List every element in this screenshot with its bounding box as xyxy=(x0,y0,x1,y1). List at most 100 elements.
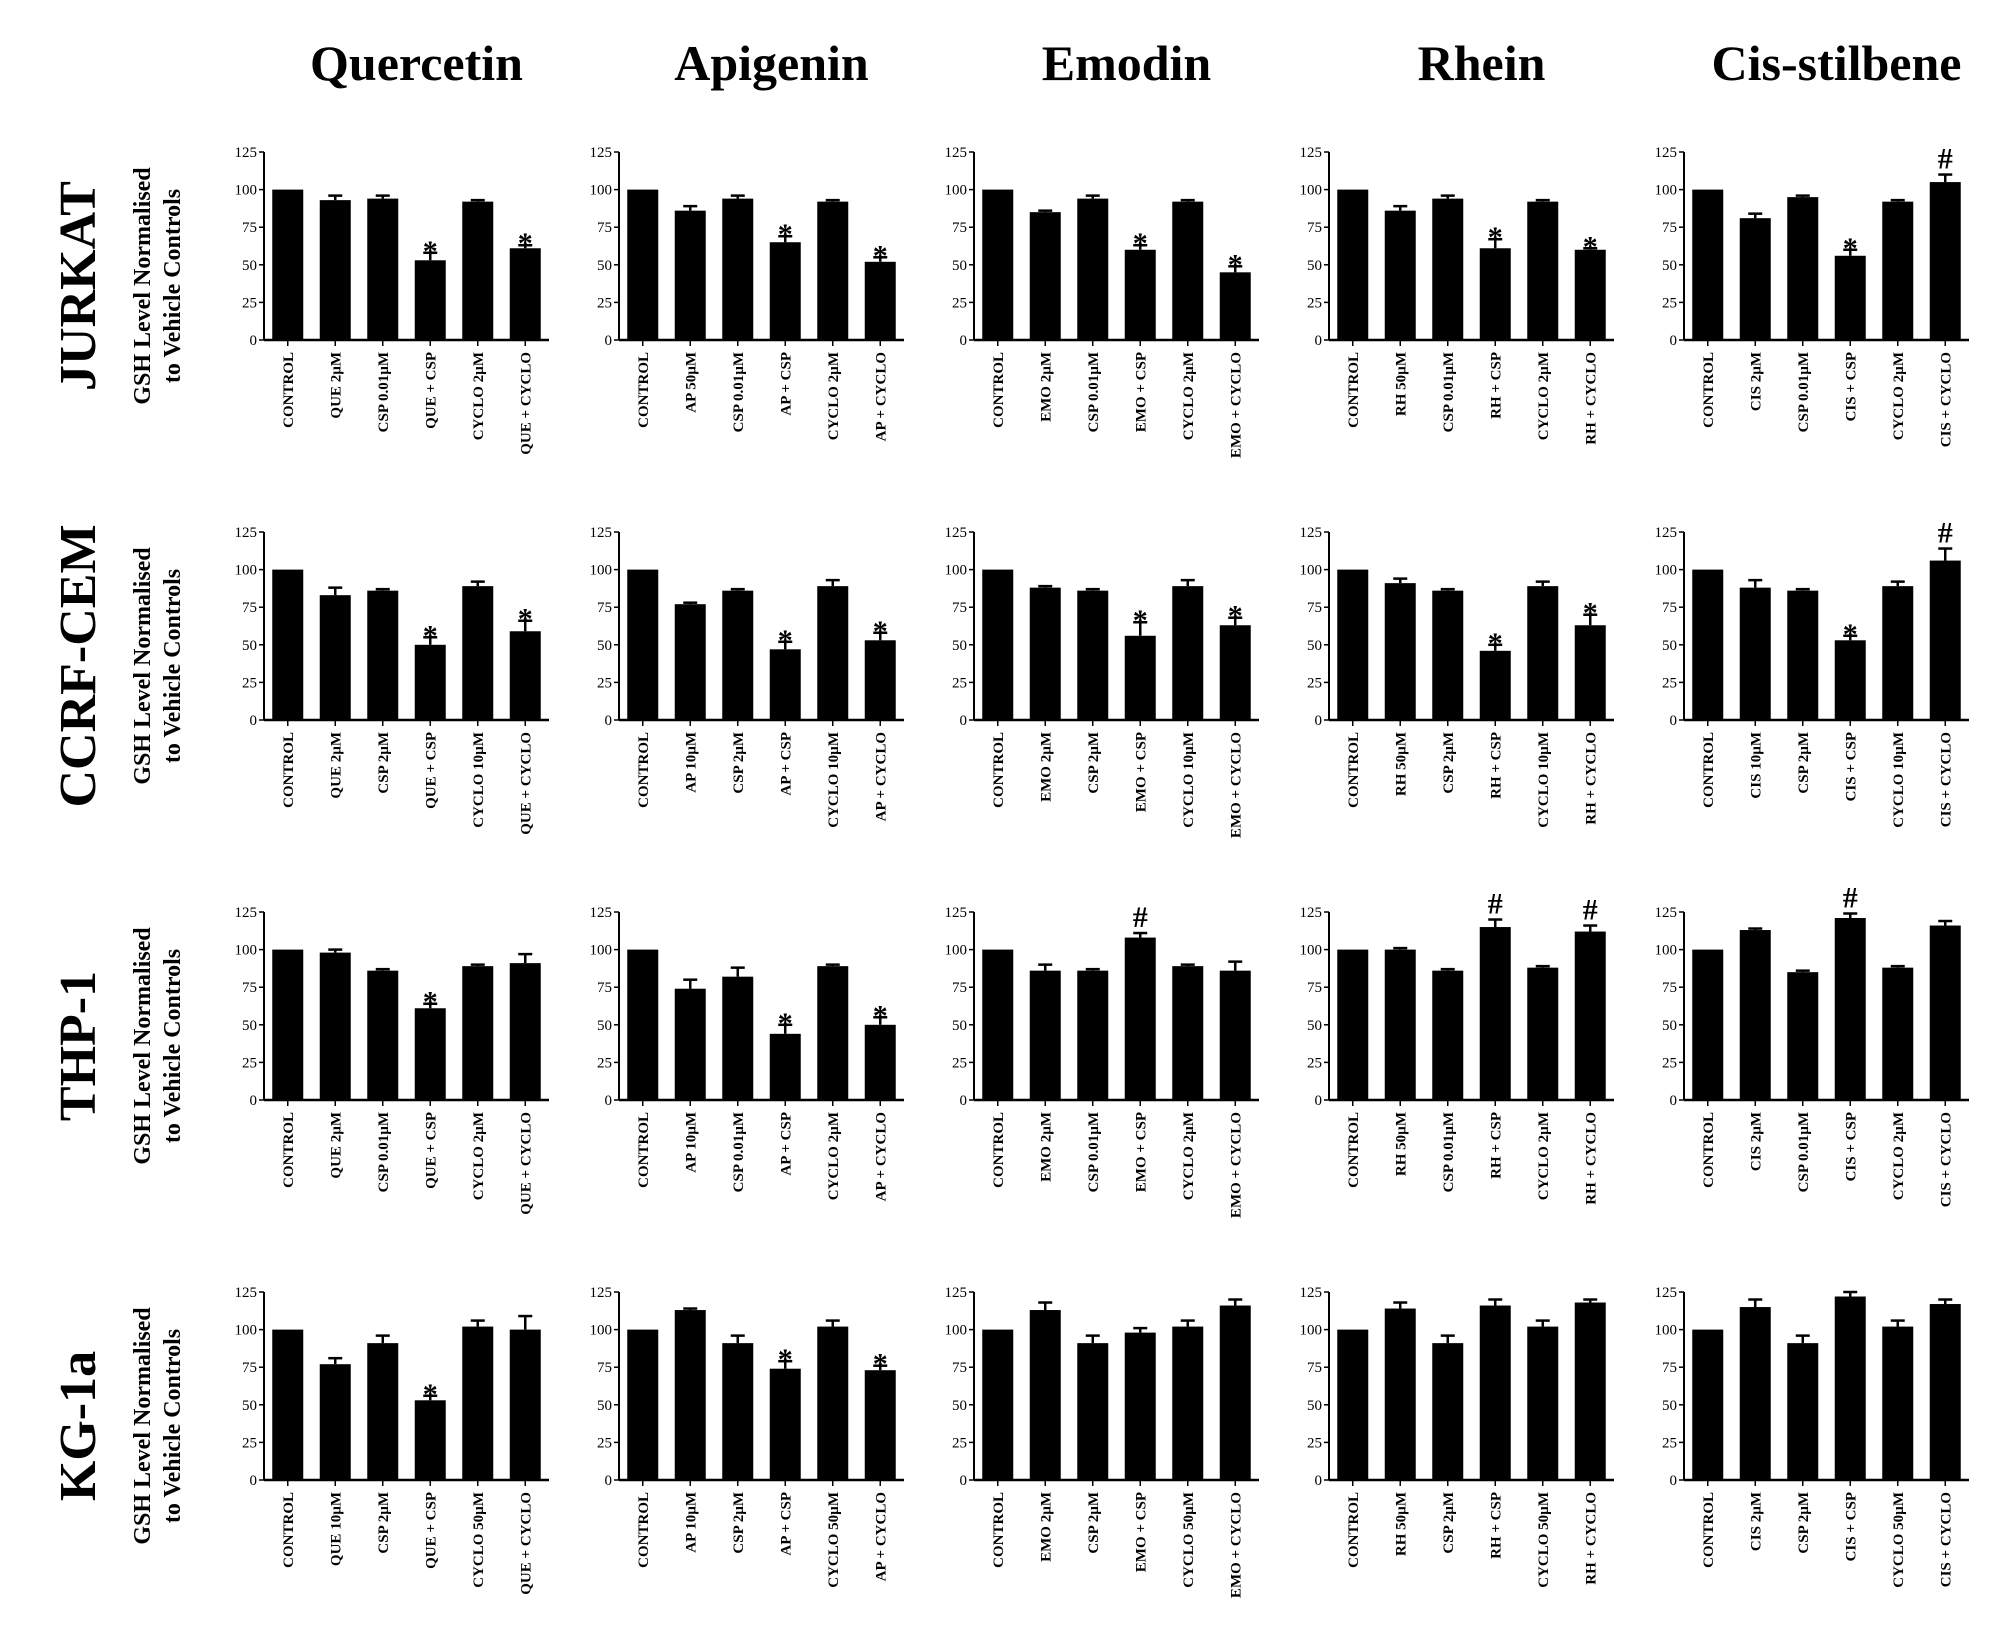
bar xyxy=(769,649,801,720)
x-tick-label: CIS + CSP xyxy=(1843,1112,1859,1181)
x-tick-label: AP + CYCLO xyxy=(873,1492,889,1581)
y-tick-label: 0 xyxy=(1670,1473,1678,1489)
x-tick-label: CSP 2µM xyxy=(376,732,392,794)
x-tick-label: CONTROL xyxy=(1346,1112,1362,1188)
bar xyxy=(1479,927,1511,1100)
significance-hash: # xyxy=(1938,143,1953,176)
chart-panel: 0 25 50 75 100 125 CONTROL AP 10µM CSP 2µM * AP + … xyxy=(590,525,904,828)
x-tick-label: EMO + CYCLO xyxy=(1228,1112,1244,1218)
x-tick-label: QUE + CSP xyxy=(423,352,439,429)
column-title: Apigenin xyxy=(674,35,869,91)
x-tick-label: CYCLO 10µM xyxy=(1536,732,1552,828)
bar xyxy=(1124,635,1156,720)
y-tick-label: 125 xyxy=(945,1285,968,1301)
x-tick-label: CYCLO 2µM xyxy=(1891,1112,1907,1200)
x-tick-label: CYCLO 10µM xyxy=(471,732,487,828)
x-tick-label: QUE + CSP xyxy=(423,1492,439,1569)
bar xyxy=(1787,972,1819,1100)
y-tick-label: 100 xyxy=(590,183,613,199)
x-tick-label: CYCLO 50µM xyxy=(1181,1492,1197,1588)
bar xyxy=(1479,1305,1511,1480)
x-tick-label: CONTROL xyxy=(991,732,1007,808)
y-tick-label: 125 xyxy=(1300,525,1323,541)
y-axis-label-line: to Vehicle Controls xyxy=(160,949,186,1143)
bar xyxy=(1882,1326,1914,1480)
significance-hash: # xyxy=(1133,901,1148,934)
x-tick-label: EMO + CSP xyxy=(1133,352,1149,432)
y-tick-label: 75 xyxy=(242,980,257,996)
y-tick-label: 0 xyxy=(605,713,613,729)
y-tick-label: 100 xyxy=(590,563,613,579)
y-tick-label: 125 xyxy=(590,905,613,921)
x-tick-label: CIS 2µM xyxy=(1748,352,1764,411)
x-tick-label: CSP 2µM xyxy=(731,732,747,794)
y-tick-label: 100 xyxy=(1655,1323,1678,1339)
row-title: KG-1a xyxy=(50,1351,107,1501)
bar xyxy=(414,1008,446,1100)
bar xyxy=(1219,272,1251,340)
y-tick-label: 75 xyxy=(1662,600,1677,616)
bar xyxy=(864,1370,896,1480)
bar xyxy=(864,640,896,720)
x-tick-label: CONTROL xyxy=(636,732,652,808)
bar xyxy=(1929,1304,1961,1480)
x-tick-label: CSP 0.01µM xyxy=(731,352,747,432)
column-title: Rhein xyxy=(1418,35,1546,91)
y-tick-label: 100 xyxy=(235,943,258,959)
x-tick-label: CSP 2µM xyxy=(1086,732,1102,794)
y-tick-label: 125 xyxy=(590,145,613,161)
y-tick-label: 50 xyxy=(597,258,612,274)
bar xyxy=(1172,1326,1204,1480)
x-tick-label: QUE 2µM xyxy=(328,352,344,419)
bar xyxy=(1077,1343,1109,1480)
y-tick-label: 0 xyxy=(1315,333,1323,349)
y-tick-label: 0 xyxy=(1315,1093,1323,1109)
column-title: Emodin xyxy=(1042,35,1212,91)
bar xyxy=(1692,949,1724,1100)
bar xyxy=(722,976,754,1100)
x-tick-label: CIS + CSP xyxy=(1843,352,1859,421)
y-tick-label: 0 xyxy=(250,713,258,729)
y-tick-label: 75 xyxy=(597,220,612,236)
chart-panel: 0 25 50 75 100 125 CONTROL CIS 2µM CSP 0.01µM # CI… xyxy=(1655,882,1969,1207)
bar xyxy=(509,1329,541,1480)
bar xyxy=(1787,1343,1819,1480)
bar xyxy=(319,952,351,1100)
bar xyxy=(982,1329,1014,1480)
y-tick-label: 125 xyxy=(235,1285,258,1301)
bar xyxy=(627,949,659,1100)
significance-asterisk: * xyxy=(873,1348,888,1381)
x-tick-label: CSP 2µM xyxy=(1086,1492,1102,1554)
bar xyxy=(1739,1307,1771,1480)
x-tick-label: CSP 0.01µM xyxy=(1796,1112,1812,1192)
significance-asterisk: * xyxy=(1133,604,1148,637)
x-tick-label: AP + CYCLO xyxy=(873,1112,889,1201)
y-tick-label: 50 xyxy=(1662,258,1677,274)
bar xyxy=(1337,569,1369,720)
x-tick-label: CSP 2µM xyxy=(731,1492,747,1554)
bar xyxy=(319,200,351,340)
x-tick-label: RH + CYCLO xyxy=(1583,732,1599,825)
bar xyxy=(1219,970,1251,1100)
bar xyxy=(627,1329,659,1480)
x-tick-label: CYCLO 50µM xyxy=(1536,1492,1552,1588)
significance-asterisk: * xyxy=(423,235,438,268)
y-tick-label: 25 xyxy=(952,1435,967,1451)
chart-panel: 0 25 50 75 100 125 CONTROL CIS 2µM CSP 2µM CIS + … xyxy=(1655,1285,1969,1588)
x-tick-label: QUE + CYCLO xyxy=(518,1112,534,1215)
chart-panel: 0 25 50 75 100 125 CONTROL RH 50µM CSP 2µM RH + C… xyxy=(1300,1285,1614,1588)
y-tick-label: 25 xyxy=(952,675,967,691)
y-tick-label: 75 xyxy=(597,1360,612,1376)
y-tick-label: 75 xyxy=(1307,220,1322,236)
x-tick-label: CYCLO 2µM xyxy=(826,1112,842,1200)
x-tick-label: AP + CSP xyxy=(778,732,794,796)
bar xyxy=(1739,218,1771,340)
x-tick-label: CYCLO 2µM xyxy=(1536,352,1552,440)
bar xyxy=(817,1326,849,1480)
y-tick-label: 50 xyxy=(1307,1398,1322,1414)
bar xyxy=(1124,1332,1156,1480)
bar xyxy=(674,988,706,1100)
x-tick-label: CSP 0.01µM xyxy=(1441,352,1457,432)
bar xyxy=(1124,249,1156,340)
x-tick-label: CYCLO 2µM xyxy=(471,1112,487,1200)
